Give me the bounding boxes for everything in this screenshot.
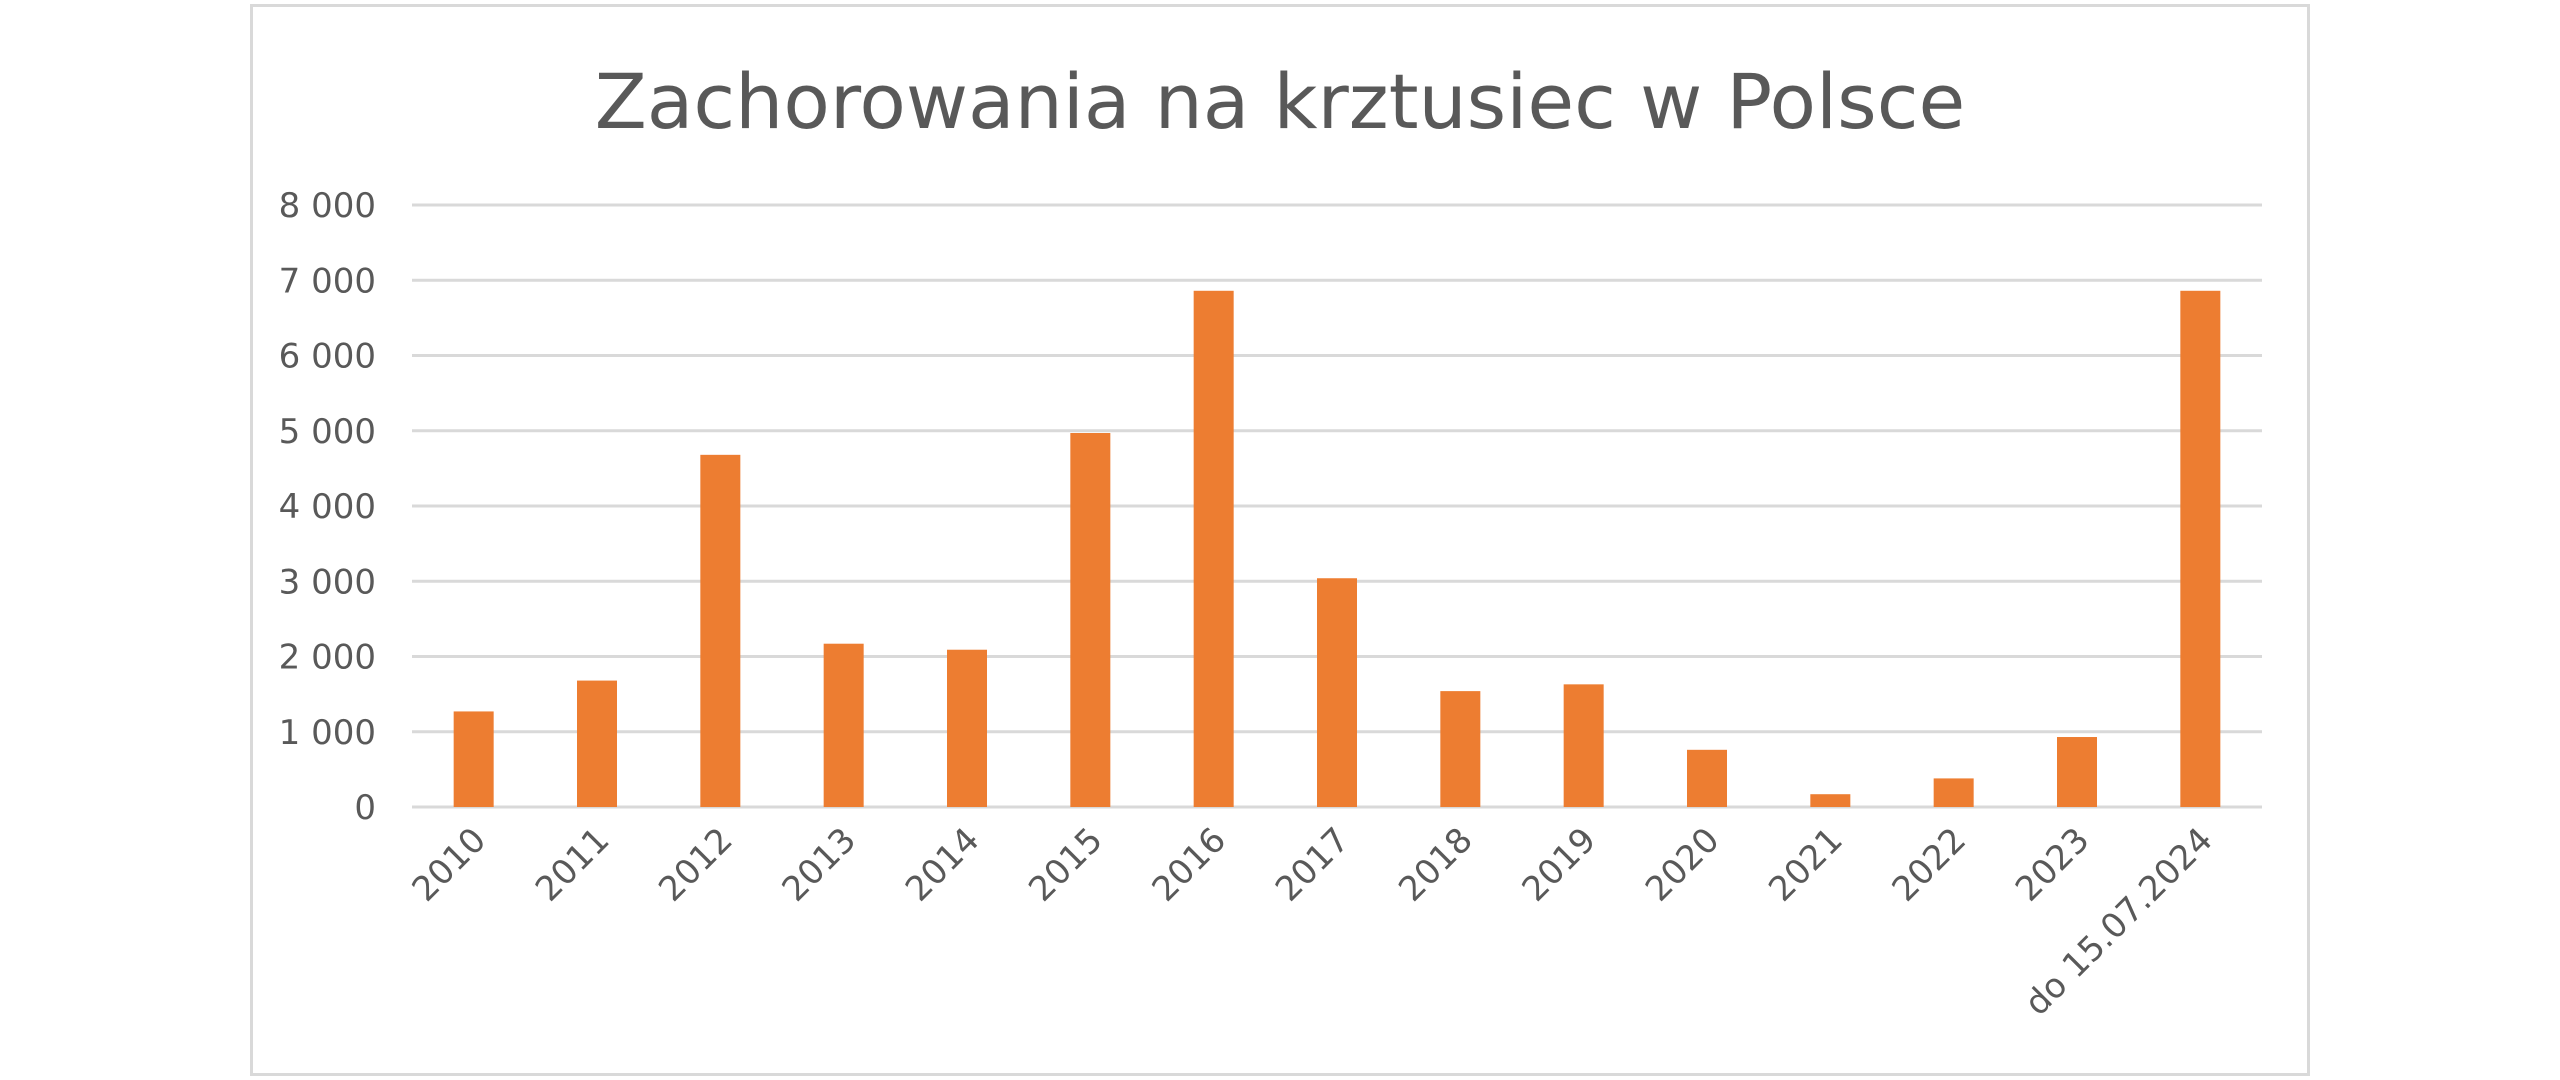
chart-frame bbox=[250, 4, 2310, 1076]
bar-2012 bbox=[700, 454, 741, 807]
y-axis-tick-labels: 0 1 000 2 000 3 000 4 000 5 000 6 000 7 000 8 00… bbox=[279, 186, 376, 828]
x-tick-label: 2019 bbox=[1515, 820, 1604, 909]
x-tick-label: 2012 bbox=[651, 820, 740, 909]
y-tick-label: 3 000 bbox=[279, 562, 376, 602]
bar-2023 bbox=[2057, 737, 2097, 807]
x-tick-label: 2014 bbox=[898, 820, 987, 909]
bar-2016 bbox=[1193, 290, 1234, 807]
y-tick-label: 2 000 bbox=[279, 638, 376, 678]
y-tick-label: 0 bbox=[354, 788, 376, 828]
x-tick-label: 2011 bbox=[528, 820, 617, 909]
y-tick-label: 5 000 bbox=[279, 412, 376, 452]
bar-2018 bbox=[1440, 691, 1481, 807]
bar-2021 bbox=[1810, 794, 1851, 807]
x-tick-label: 2017 bbox=[1268, 820, 1357, 909]
bar-2013 bbox=[823, 643, 864, 807]
bar-2020 bbox=[1687, 749, 1727, 807]
x-tick-label: 2018 bbox=[1391, 820, 1480, 909]
x-tick-label: 2022 bbox=[1885, 820, 1974, 909]
bar-2010 bbox=[453, 711, 494, 807]
x-tick-label: 2016 bbox=[1145, 820, 1234, 909]
bar-2014 bbox=[947, 649, 987, 807]
bar-2011 bbox=[577, 680, 617, 807]
bar-2022 bbox=[1933, 778, 1974, 807]
bars bbox=[453, 290, 2221, 807]
y-tick-label: 4 000 bbox=[279, 487, 376, 527]
x-tick-label: 2010 bbox=[405, 820, 494, 909]
x-tick-label: 2013 bbox=[775, 820, 864, 909]
bar-2015 bbox=[1070, 433, 1111, 807]
x-tick-label: 2023 bbox=[2008, 820, 2097, 909]
x-tick-label: 2020 bbox=[1638, 820, 1727, 909]
bar-2019 bbox=[1563, 684, 1604, 807]
x-tick-label: 2015 bbox=[1021, 820, 1110, 909]
y-tick-label: 8 000 bbox=[279, 186, 376, 226]
y-tick-label: 6 000 bbox=[279, 337, 376, 377]
x-axis-tick-labels: 2010 2011 2012 2013 2014 2015 2016 2017 2018 2019… bbox=[405, 820, 2221, 1024]
x-tick-label: 2021 bbox=[1761, 820, 1850, 909]
bar-2017 bbox=[1317, 578, 1357, 807]
bar-do-15-07-2024 bbox=[2180, 290, 2221, 807]
y-tick-label: 7 000 bbox=[279, 261, 376, 301]
chart-title: Zachorowania na krztusiec w Polsce bbox=[595, 57, 1966, 146]
y-tick-label: 1 000 bbox=[279, 713, 376, 753]
